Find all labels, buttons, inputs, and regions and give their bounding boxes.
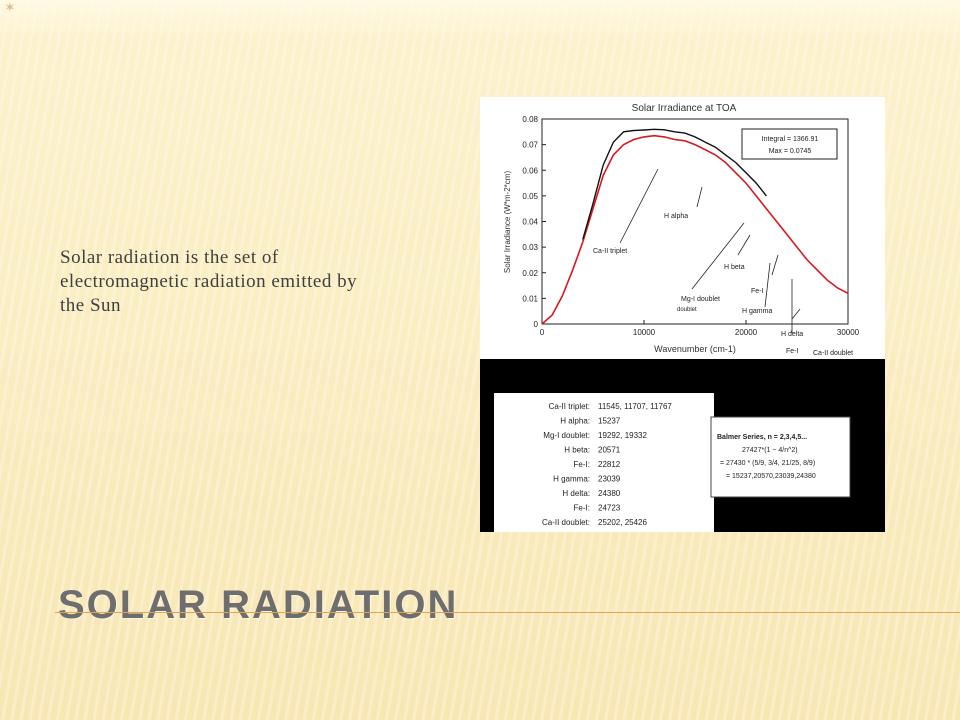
- irradiance-series-line-red: [541, 134, 849, 325]
- sparkle-icon: ✶: [4, 0, 16, 16]
- top-highlight-band: [0, 0, 960, 40]
- y-tick-label: 0.08: [522, 115, 538, 124]
- balmer-values: = 27430 * (5/9, 3/4, 21/25, 8/9): [720, 460, 815, 467]
- balmer-result: = 15237,20570,23039,24380: [726, 473, 816, 480]
- table-row-label: Ca-II doublet:: [542, 518, 590, 527]
- y-tick-label: 0.03: [522, 243, 538, 252]
- table-row-label: H delta:: [562, 489, 590, 498]
- table-row-value: 20571: [598, 446, 621, 455]
- annotation-h-beta: H beta: [724, 264, 745, 271]
- irradiance-series-line-black: [582, 128, 767, 240]
- chart-title: Solar Irradiance at TOA: [632, 103, 737, 114]
- y-axis-label: Solar Irradiance (W*m-2*cm): [503, 171, 512, 274]
- series-layer: [541, 128, 849, 325]
- y-axis-ticks: 0 0.01 0.02 0.03 0.04 0.05 0.06 0.07 0.08: [522, 115, 546, 329]
- irradiance-chart: Solar Irradiance at TOA 0 0.01 0.02 0.03 0.0…: [480, 97, 885, 532]
- annotation-fe-i-2: Fe-I: [786, 348, 799, 355]
- x-axis-label: Wavenumber (cm-1): [654, 344, 736, 354]
- table-row-value: 25202, 25426: [598, 518, 647, 527]
- y-tick-label: 0.07: [522, 141, 538, 150]
- solar-irradiance-figure: Solar Irradiance at TOA 0 0.01 0.02 0.03 0.0…: [480, 97, 885, 532]
- table-row-label: Ca-II triplet:: [549, 402, 590, 411]
- table-row-value: 11545, 11707, 11767: [598, 402, 672, 411]
- x-tick-label: 30000: [837, 328, 860, 337]
- y-tick-label: 0: [534, 320, 539, 329]
- table-row-value: 24723: [598, 504, 621, 513]
- y-tick-label: 0.06: [522, 166, 538, 175]
- table-row-label: Fe-I:: [574, 504, 590, 513]
- annotation-ca-ii-triplet: Ca-II triplet: [593, 248, 627, 255]
- y-tick-label: 0.05: [522, 192, 538, 201]
- y-tick-label: 0.01: [522, 294, 538, 303]
- balmer-formula: 27427*(1 − 4/n^2): [742, 447, 798, 454]
- table-row-value: 24380: [598, 489, 621, 498]
- line-table: Ca-II triplet: 11545, 11707, 11767 H alpha…: [542, 402, 672, 527]
- table-row-label: H gamma:: [553, 475, 590, 484]
- y-tick-label: 0.04: [522, 218, 538, 227]
- annotation-h-alpha: H alpha: [664, 213, 688, 220]
- x-tick-label: 0: [540, 328, 545, 337]
- annotation-arrows: [619, 168, 801, 333]
- slide-title: SOLAR RADIATION: [58, 583, 459, 627]
- annotation-h-delta: H delta: [781, 331, 803, 338]
- table-row-label: Mg-I doublet:: [543, 431, 590, 440]
- table-row-label: H alpha:: [560, 417, 590, 426]
- balmer-title: Balmer Series, n = 2,3,4,5...: [717, 434, 807, 441]
- x-tick-label: 20000: [735, 328, 758, 337]
- y-tick-label: 0.02: [522, 269, 538, 278]
- table-row-value: 23039: [598, 475, 621, 484]
- x-tick-label: 10000: [633, 328, 656, 337]
- table-row-label: Fe-I:: [574, 460, 590, 469]
- annotation-h-gamma: H gamma: [742, 308, 772, 315]
- table-row-value: 15237: [598, 417, 621, 426]
- integral-text: Integral = 1366.91: [762, 136, 819, 143]
- max-text: Max = 0.0745: [769, 148, 812, 155]
- body-paragraph: Solar radiation is the set of electromag…: [60, 247, 358, 316]
- title-divider: [55, 612, 960, 613]
- integral-info-box: [741, 128, 838, 160]
- balmer-series-box: [710, 416, 851, 498]
- line-table-panel: [494, 393, 714, 532]
- annotation-ca-ii-doublet: Ca-II doublet: [813, 350, 853, 357]
- annotation-mg-i-doublet: Mg-I doublet: [681, 296, 720, 303]
- table-row-value: 22812: [598, 460, 621, 469]
- table-row-label: H beta:: [564, 446, 590, 455]
- annotation-fe-i-1: Fe-I: [751, 288, 764, 295]
- annotation-doublet-suffix: doublet: [677, 307, 697, 313]
- table-row-value: 19292, 19332: [598, 431, 647, 440]
